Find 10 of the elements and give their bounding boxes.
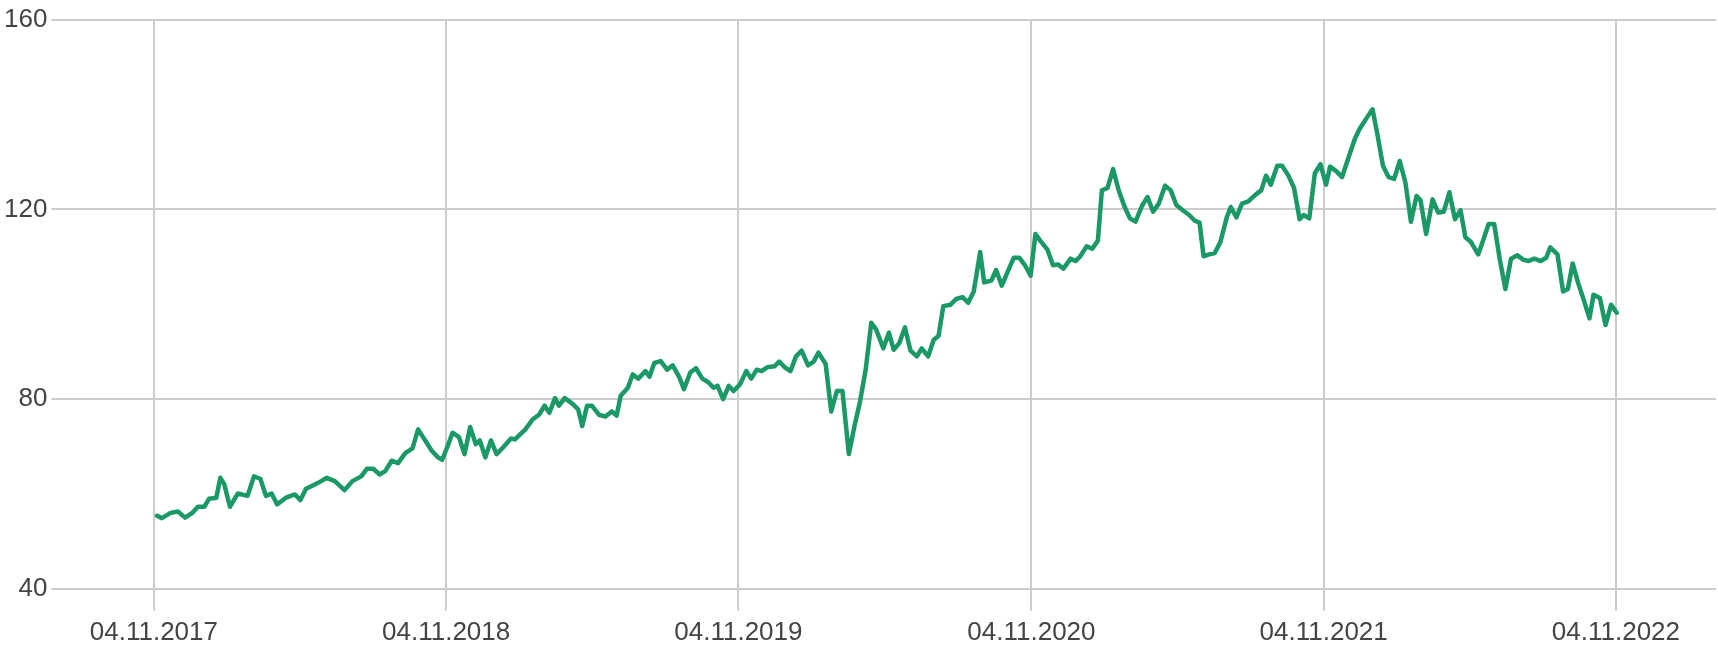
x-tick-label: 04.11.2019: [674, 615, 803, 646]
x-tick-label: 04.11.2021: [1259, 615, 1388, 646]
x-tick-label: 04.11.2017: [89, 615, 218, 646]
y-tick-label: 40: [18, 571, 48, 602]
x-tick-label: 04.11.2022: [1551, 615, 1681, 646]
y-tick-label: 160: [3, 2, 48, 33]
x-tick-label: 04.11.2018: [382, 615, 511, 646]
x-tick-label: 04.11.2020: [967, 615, 1096, 646]
y-tick-label: 80: [18, 382, 48, 413]
y-tick-label: 120: [3, 192, 48, 223]
